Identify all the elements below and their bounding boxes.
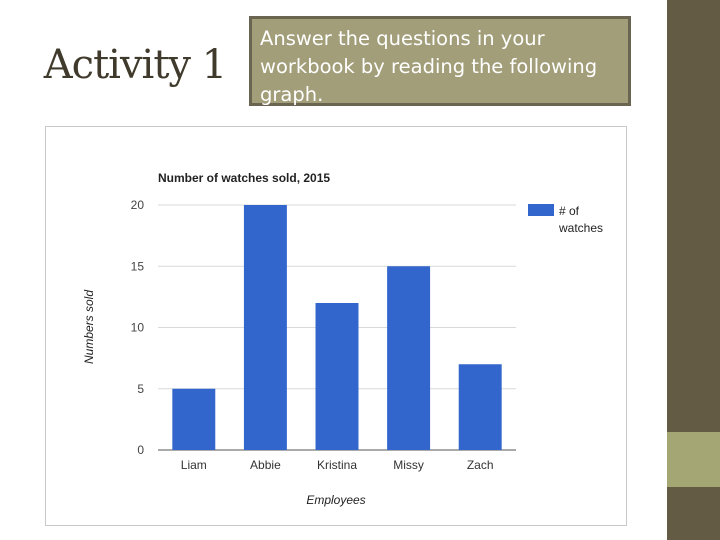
y-tick-label: 15 bbox=[131, 259, 145, 273]
y-tick-label: 0 bbox=[137, 443, 144, 457]
x-axis-label: Employees bbox=[306, 493, 365, 507]
x-tick-label: Missy bbox=[393, 458, 424, 472]
bar bbox=[458, 364, 502, 450]
slide-title: Activity 1 bbox=[43, 42, 227, 88]
y-tick-label: 5 bbox=[137, 382, 144, 396]
sidebar-accent bbox=[667, 432, 720, 487]
instruction-box: Answer the questions in your workbook by… bbox=[249, 16, 631, 106]
x-tick-label: Kristina bbox=[317, 458, 357, 472]
bar bbox=[172, 388, 216, 450]
y-tick-label: 10 bbox=[131, 321, 145, 335]
instruction-text: Answer the questions in your workbook by… bbox=[260, 27, 598, 106]
legend-label: # of bbox=[559, 204, 580, 218]
bar-chart: 0 5 10 15 20 Liam Abbie Kristina Missy Zach Numbe… bbox=[82, 171, 603, 507]
x-tick-label: Liam bbox=[181, 458, 207, 472]
y-axis-label: Numbers sold bbox=[82, 290, 96, 364]
chart-frame: 0 5 10 15 20 Liam Abbie Kristina Missy Zach Numbe… bbox=[45, 126, 627, 526]
legend-label-cont: watches bbox=[558, 221, 603, 235]
chart-title: Number of watches sold, 2015 bbox=[158, 171, 330, 185]
bar bbox=[315, 303, 359, 450]
x-tick-label: Zach bbox=[467, 458, 494, 472]
bar bbox=[243, 205, 287, 450]
x-tick-label: Abbie bbox=[250, 458, 281, 472]
y-tick-label: 20 bbox=[131, 198, 145, 212]
bar bbox=[387, 266, 431, 450]
legend-swatch bbox=[528, 204, 554, 216]
